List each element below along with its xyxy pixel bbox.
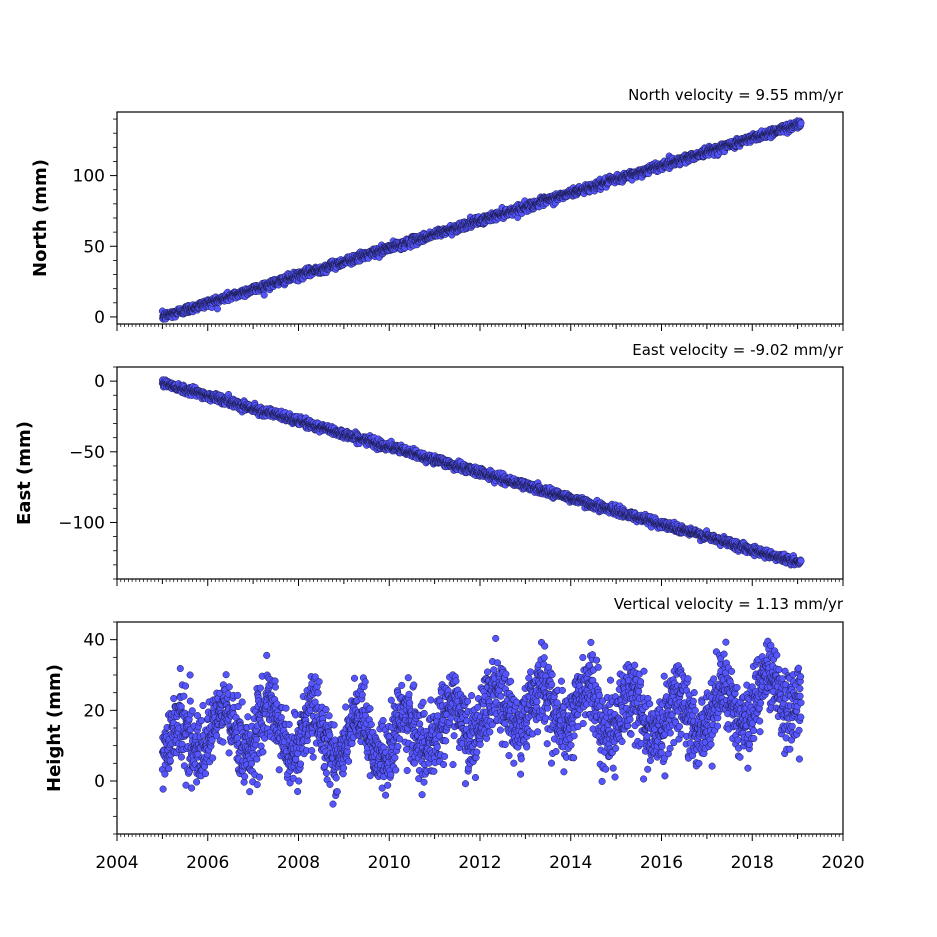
data-point xyxy=(165,765,173,773)
y-tick-label: −50 xyxy=(69,443,105,463)
north-panel: North velocity = 9.55 mm/yr 0 50 100 North… xyxy=(30,86,844,331)
y-tick-label: 100 xyxy=(73,167,105,187)
east-ticks: 0 −50 −100 xyxy=(58,366,844,586)
data-point xyxy=(260,291,268,299)
data-point xyxy=(166,757,174,765)
y-tick-label: −100 xyxy=(58,513,105,533)
y-tick-label: 0 xyxy=(94,372,105,392)
data-point xyxy=(159,785,167,793)
north-ylabel: North (mm) xyxy=(30,159,51,277)
east-ylabel: East (mm) xyxy=(14,421,35,525)
east-velocity-title: East velocity = -9.02 mm/yr xyxy=(632,341,844,359)
data-point xyxy=(213,305,221,313)
data-point xyxy=(170,694,178,703)
height-data-points xyxy=(158,634,805,808)
east-panel: East velocity = -9.02 mm/yr 0 −50 −100 Eas… xyxy=(14,341,844,586)
data-point xyxy=(797,119,805,127)
y-tick-label: 0 xyxy=(94,308,105,328)
vertical-velocity-title: Vertical velocity = 1.13 mm/yr xyxy=(614,595,844,613)
north-data-points xyxy=(158,117,805,323)
north-velocity-title: North velocity = 9.55 mm/yr xyxy=(628,86,844,104)
data-point xyxy=(797,557,805,565)
east-data-points xyxy=(158,376,805,569)
y-tick-label: 50 xyxy=(83,237,105,257)
